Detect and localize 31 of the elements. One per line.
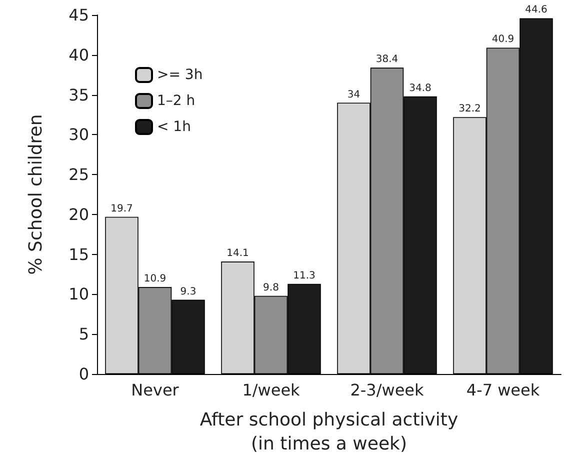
x-axis-title: After school physical activity (in times a week) bbox=[200, 410, 458, 454]
data-label: 14.1 bbox=[226, 248, 249, 260]
x-tick-label: 2-3/week bbox=[350, 380, 425, 400]
data-label: 10.9 bbox=[144, 274, 166, 285]
y-axis-title: % School children bbox=[26, 114, 46, 275]
x-tick-label: Never bbox=[131, 380, 180, 400]
data-label: 9.8 bbox=[263, 282, 279, 294]
data-label: 32.2 bbox=[458, 104, 481, 115]
data-label: 44.6 bbox=[525, 4, 548, 16]
y-tick-label: 25 bbox=[68, 165, 89, 184]
y-tick-label: 10 bbox=[68, 284, 89, 304]
y-tick-label: 20 bbox=[68, 204, 89, 224]
legend-label: >= 3h bbox=[157, 67, 203, 83]
x-tick-label: 4-7 week bbox=[466, 380, 540, 400]
y-tick-label: 5 bbox=[78, 324, 89, 344]
data-label: 34.8 bbox=[409, 82, 432, 94]
x-tick-label: 1/week bbox=[242, 380, 301, 400]
data-label: 11.3 bbox=[293, 270, 316, 282]
legend-label: 1–2 h bbox=[157, 93, 196, 109]
y-tick-label: 30 bbox=[68, 125, 89, 144]
y-tick-label: 45 bbox=[68, 6, 89, 24]
y-tick-label: 40 bbox=[68, 45, 89, 64]
data-label: 19.7 bbox=[110, 203, 133, 214]
data-label: 34 bbox=[347, 89, 360, 100]
legend-label: < 1h bbox=[157, 119, 191, 135]
data-label: 38.4 bbox=[376, 54, 398, 66]
y-tick-label: 0 bbox=[78, 364, 89, 384]
data-label: 40.9 bbox=[492, 34, 514, 46]
y-tick-label: 35 bbox=[68, 85, 89, 104]
data-label: 9.3 bbox=[180, 286, 196, 298]
y-tick-label: 15 bbox=[68, 244, 89, 264]
